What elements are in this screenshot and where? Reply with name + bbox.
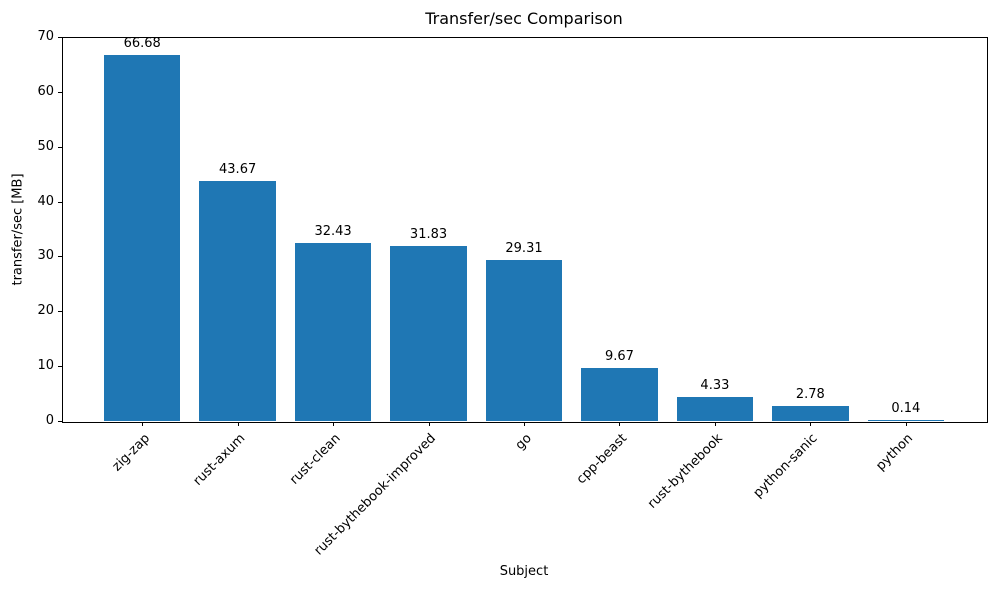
y-tick-label: 30: [37, 248, 54, 264]
x-tick-mark: [333, 422, 335, 426]
y-tick-mark: [58, 37, 62, 38]
bar-value-label: 31.83: [409, 227, 448, 243]
y-tick-mark: [58, 146, 62, 148]
bar: [581, 367, 658, 421]
x-axis-label: Subject: [499, 564, 549, 579]
bar-value-label: 32.43: [314, 224, 352, 240]
y-tick-mark: [58, 421, 62, 422]
bar: [485, 260, 563, 421]
bar-value-label: 4.33: [700, 378, 730, 394]
x-tick-label: rust-clean: [287, 431, 344, 488]
bar-value-label: 29.31: [505, 241, 543, 257]
x-tick-label: rust-axum: [190, 431, 249, 489]
bar-value-label: 0.14: [891, 401, 921, 416]
x-tick-mark: [810, 422, 812, 426]
y-tick-label: 60: [37, 83, 54, 99]
x-tick-label: rust-bythebook: [644, 431, 726, 512]
x-tick-label: python: [873, 431, 917, 474]
y-tick-label: 10: [37, 358, 54, 374]
bar-value-label: 43.67: [219, 162, 257, 178]
x-tick-label: python-sanic: [751, 431, 821, 501]
bar: [867, 420, 944, 421]
y-tick-mark: [58, 256, 62, 258]
x-tick-mark: [428, 422, 430, 426]
y-tick-label: 20: [37, 303, 54, 319]
y-axis-label: transfer/sec [MB]: [10, 173, 26, 286]
y-tick-mark: [58, 311, 62, 313]
y-tick-label: 70: [37, 29, 54, 44]
x-tick-mark: [714, 422, 716, 426]
x-tick-label: cpp-beast: [573, 431, 631, 488]
bar: [772, 405, 849, 421]
x-tick-mark: [905, 422, 907, 426]
x-tick-mark: [619, 422, 621, 426]
bar: [676, 397, 754, 421]
x-tick-label: go: [512, 431, 535, 454]
x-tick-mark: [142, 422, 144, 426]
y-tick-mark: [58, 201, 62, 203]
y-tick-mark: [58, 366, 62, 368]
x-tick-label: zig-zap: [109, 431, 153, 475]
bar-value-label: 2.78: [795, 386, 825, 402]
y-tick-label: 40: [37, 193, 54, 209]
bar: [104, 55, 181, 421]
y-tick-label: 0: [45, 413, 54, 428]
bar-value-label: 9.67: [604, 348, 634, 364]
y-tick-label: 50: [37, 138, 54, 154]
y-tick-mark: [58, 91, 62, 93]
x-tick-mark: [524, 422, 525, 426]
chart-title: Transfer/sec Comparison: [425, 9, 623, 28]
bar: [199, 181, 276, 421]
x-tick-mark: [237, 422, 239, 426]
bar: [390, 246, 467, 421]
bar: [294, 243, 372, 421]
bar-value-label: 66.68: [123, 36, 161, 52]
